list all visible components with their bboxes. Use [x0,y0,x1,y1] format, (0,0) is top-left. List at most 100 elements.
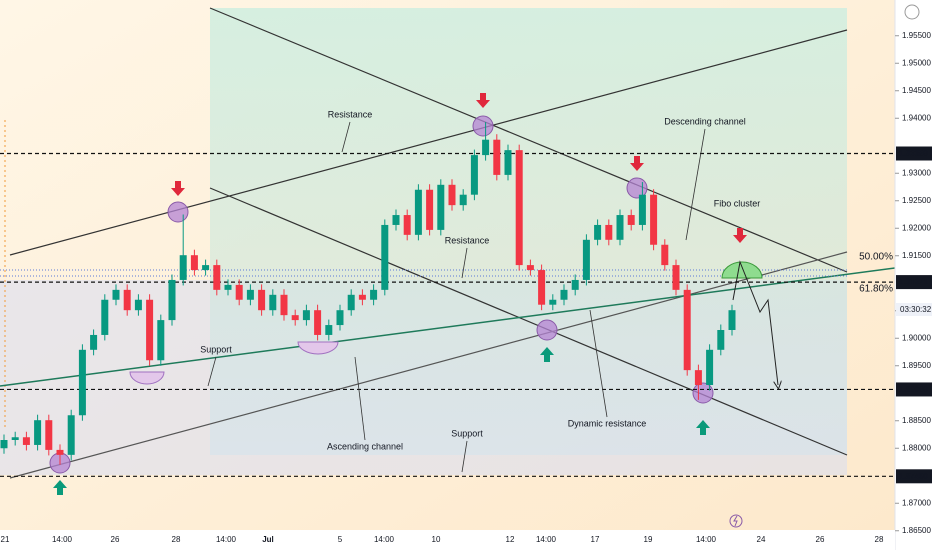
arrow [733,228,747,243]
candle-body [728,310,736,330]
candle-body [269,294,277,311]
candle-body [403,215,411,235]
candle-body [526,265,534,271]
annotation: Fibo cluster [714,198,761,208]
candle-body [235,284,243,300]
candle-body [302,310,310,321]
y-tick-label: 1.88500 [902,416,931,425]
candle-body [515,150,523,266]
candle-body [78,349,86,416]
channel-fill [210,8,847,455]
candle-body [594,224,602,240]
candle-body [0,440,8,449]
price-label: 1.89069 [899,385,928,394]
pivot [472,115,494,137]
support-arc [297,341,339,355]
time-axis [0,530,895,550]
candle-body [482,139,490,156]
candle-body [168,279,176,321]
annotation-leader [341,121,351,153]
marks: Resistance Descending channel Fibo cluster… [0,109,895,477]
price-label-box [896,382,932,397]
candle-body [426,189,434,230]
candle-body [616,215,624,240]
candle-body [157,320,165,361]
x-tick-label: 10 [432,535,441,544]
candle-body [582,239,590,280]
candle-body [504,150,512,175]
candle-body [112,289,120,300]
annotation: Support [451,428,483,438]
candle-body [146,299,154,361]
candle-body [370,289,378,300]
price-label: 1.87490 [899,472,928,481]
price-axis [895,0,932,550]
y-tick-label: 1.95000 [902,58,931,67]
y-tick-label: 1.94500 [902,86,931,95]
candle-body [437,184,445,230]
arrow [540,347,554,362]
price-label: 1.93359 [899,149,928,158]
candle-body [347,294,355,311]
fibo-dome [721,261,763,279]
candle-body [549,299,557,305]
countdown-box [896,303,932,316]
annotation: Dynamic resistance [568,418,647,428]
annotation-leader [354,356,366,441]
price-label: 1.91021 [899,278,928,287]
candle-body [325,325,333,335]
x-tick-label: 26 [816,535,825,544]
x-tick-label: 14:00 [216,535,237,544]
candle-body [336,310,344,326]
candle-body [470,155,478,195]
y-tick-label: 1.93000 [902,168,931,177]
candle-body [650,194,658,245]
candle-body [605,224,613,240]
candle-body [11,437,19,440]
annotation-leader [685,128,706,241]
candle-body [392,215,400,225]
candle-body [683,289,691,371]
x-tick-label: 24 [757,535,766,544]
candle-body [314,310,322,335]
candle-body [694,370,702,385]
fib-label: 61.80% [859,284,893,295]
candle-body [448,184,456,206]
y-tick-label: 1.92000 [902,223,931,232]
x-tick-label: 28 [172,535,181,544]
candle-body [45,420,53,450]
y-tick-label: 1.94000 [902,113,931,122]
event-icon-bolt [733,515,738,527]
candle-body [638,194,646,225]
candle-body [134,299,142,311]
annotation: Resistance [445,235,490,245]
axes: 1.95500 1.95000 1.94500 1.94000 1.93000 1.925… [1,31,932,544]
event-icon[interactable] [729,514,743,528]
settings-icon[interactable] [904,4,920,20]
price-label-box [896,275,932,290]
candle-body [67,415,75,455]
candle-body [101,299,109,335]
dynamic-line [0,267,896,387]
candle-body [381,224,389,290]
x-tick-label: 26 [111,535,120,544]
candle-body [22,437,30,445]
candle-body [706,349,714,385]
x-tick-label: 19 [644,535,653,544]
candle-body [246,289,254,300]
candle-body [493,139,501,175]
candle-body [358,294,366,300]
y-tick-label: 1.90000 [902,333,931,342]
pivot [536,319,558,341]
projection [732,260,778,385]
candle-body [291,315,299,321]
y-tick-label: 1.88000 [902,443,931,452]
candle-body [280,294,288,316]
x-tick-label: 14:00 [536,535,557,544]
x-tick-label: 14:00 [374,535,395,544]
candle-body [213,265,221,290]
channel-line [9,29,848,256]
annotation-leader [207,356,217,387]
